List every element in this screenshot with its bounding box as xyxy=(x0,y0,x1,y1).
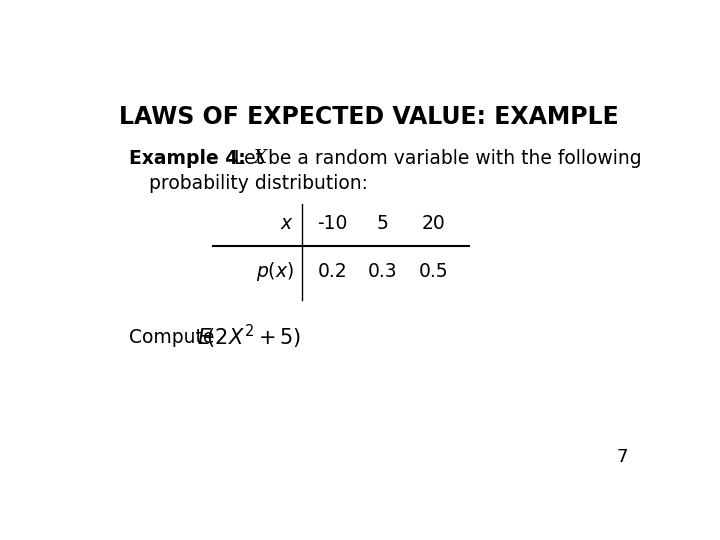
Text: 7: 7 xyxy=(617,448,629,466)
Text: 0.5: 0.5 xyxy=(418,262,448,281)
Text: $x$: $x$ xyxy=(280,214,294,233)
Text: be a random variable with the following: be a random variable with the following xyxy=(262,149,642,168)
Text: X: X xyxy=(253,150,267,167)
Text: -10: -10 xyxy=(318,214,348,233)
Text: Example 4:: Example 4: xyxy=(129,149,246,168)
Text: probability distribution:: probability distribution: xyxy=(148,174,368,193)
Text: 0.2: 0.2 xyxy=(318,262,348,281)
Text: $E\!\left(2X^2+5\right)$: $E\!\left(2X^2+5\right)$ xyxy=(197,323,302,351)
Text: LAWS OF EXPECTED VALUE: EXAMPLE: LAWS OF EXPECTED VALUE: EXAMPLE xyxy=(119,105,619,129)
Text: Let: Let xyxy=(228,149,269,168)
Text: 5: 5 xyxy=(377,214,389,233)
Text: 0.3: 0.3 xyxy=(368,262,397,281)
Text: Compute: Compute xyxy=(129,328,215,347)
Text: 20: 20 xyxy=(421,214,445,233)
Text: $p(x)$: $p(x)$ xyxy=(256,260,294,284)
